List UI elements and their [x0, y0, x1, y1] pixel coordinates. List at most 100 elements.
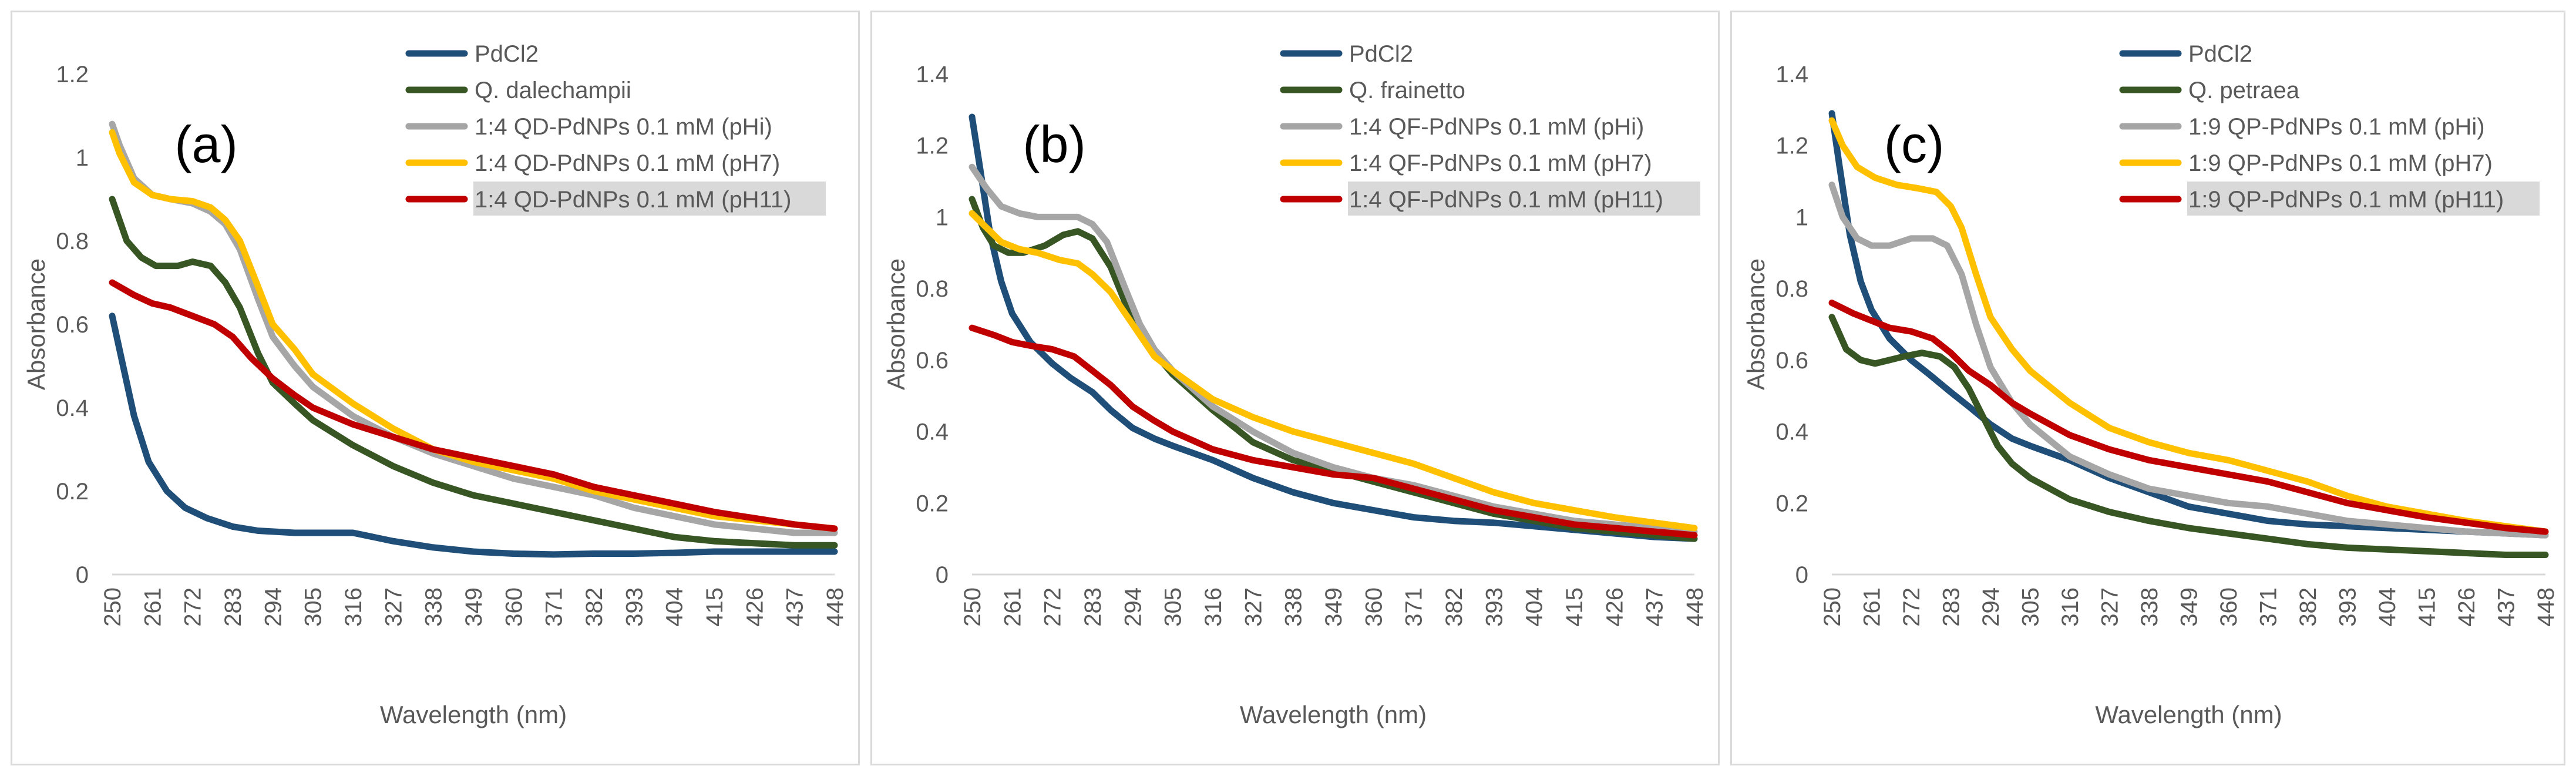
x-tick-label: 404 — [2375, 587, 2400, 627]
y-tick-label: 0.2 — [916, 491, 949, 516]
chart-panel-c: 0 0.2 0.4 0.6 0.8 1 1.2 1.4 250 261 272 283 294 305 31… — [1730, 11, 2565, 765]
x-tick-label: 272 — [180, 587, 206, 627]
x-tick-label: 272 — [1899, 587, 1925, 627]
legend-label: 1:9 QP-PdNPs 0.1 mM (pH7) — [2188, 150, 2493, 176]
x-tick-label: 338 — [421, 587, 447, 627]
legend-label: 1:9 QP-PdNPs 0.1 mM (pHi) — [2188, 114, 2485, 140]
x-tick-label: 349 — [461, 587, 487, 627]
y-tick-label: 0.8 — [916, 276, 949, 302]
x-tick-label: 448 — [1682, 587, 1708, 627]
legend-highlight — [473, 182, 826, 216]
legend-label: 1:4 QF-PdNPs 0.1 mM (pH7) — [1349, 150, 1652, 176]
x-tick-label: 404 — [1522, 587, 1548, 627]
x-tick-label: 327 — [1240, 587, 1266, 627]
x-tick-label: 382 — [581, 587, 607, 627]
x-axis-title: Wavelength (nm) — [2095, 701, 2282, 728]
series-line-5 — [1828, 300, 2549, 535]
x-tick-label: 415 — [702, 587, 728, 627]
x-tick-label: 261 — [1000, 587, 1025, 627]
series-line-2 — [109, 196, 838, 549]
chart-a-svg: 0 0.2 0.4 0.6 0.8 1 1.2 250 261 272 283 294 305 316 32… — [22, 41, 848, 728]
x-tick-label: 371 — [1401, 587, 1427, 627]
x-tick-label: 250 — [1820, 587, 1845, 627]
legend-label: PdCl2 — [2188, 41, 2252, 67]
series-line-2 — [1828, 314, 2549, 558]
x-tick-label: 382 — [1441, 587, 1467, 627]
x-tick-label: 448 — [822, 587, 848, 627]
y-tick-label: 0.4 — [916, 419, 949, 445]
x-tick-label: 426 — [2454, 587, 2480, 627]
y-tick-label: 1 — [936, 204, 949, 230]
y-tick-label: 0.2 — [1775, 491, 1808, 516]
y-tick-label: 0.6 — [916, 348, 949, 374]
legend-label: Q. dalechampii — [475, 78, 631, 103]
x-tick-label: 283 — [220, 587, 246, 627]
x-tick-label: 272 — [1040, 587, 1066, 627]
x-tick-label: 316 — [341, 587, 366, 627]
legend-label: Q. petraea — [2188, 78, 2300, 103]
legend-label: 1:4 QD-PdNPs 0.1 mM (pH11) — [475, 187, 791, 213]
legend-label: PdCl2 — [475, 41, 539, 67]
y-tick-label: 1.2 — [56, 62, 89, 88]
x-tick-label: 393 — [621, 587, 647, 627]
x-tick-label: 360 — [501, 587, 527, 627]
chart-c-svg: 0 0.2 0.4 0.6 0.8 1 1.2 1.4 250 261 272 283 294 305 31… — [1742, 41, 2559, 728]
legend-label: 1:9 QP-PdNPs 0.1 mM (pH11) — [2188, 187, 2504, 213]
y-tick-label: 1 — [76, 145, 89, 171]
x-tick-label: 250 — [960, 587, 986, 627]
y-axis-title: Absorbance — [22, 258, 50, 390]
y-tick-label: 0.6 — [56, 312, 89, 338]
x-tick-label: 371 — [542, 587, 567, 627]
x-tick-label: 393 — [1481, 587, 1507, 627]
x-tick-label: 371 — [2256, 587, 2282, 627]
legend-label: 1:4 QF-PdNPs 0.1 mM (pH11) — [1349, 187, 1663, 213]
y-tick-label: 0.8 — [1775, 276, 1808, 302]
x-tick-label: 404 — [662, 587, 688, 627]
x-tick-label: 349 — [1321, 587, 1347, 627]
x-tick-label: 283 — [1939, 587, 1965, 627]
legend-highlight — [2187, 182, 2540, 216]
series-line-2 — [968, 196, 1698, 542]
x-tick-label: 338 — [1281, 587, 1307, 627]
x-tick-label: 305 — [2018, 587, 2044, 627]
series-line-4 — [1828, 117, 2549, 535]
legend-highlight — [1348, 182, 1700, 216]
x-tick-label: 426 — [1602, 587, 1627, 627]
chart-b-svg: 0 0.2 0.4 0.6 0.8 1 1.2 1.4 250 261 272 283 294 305 31… — [882, 41, 1708, 728]
series-line-5 — [109, 279, 838, 532]
x-tick-label: 305 — [301, 587, 327, 627]
x-tick-label: 382 — [2295, 587, 2321, 627]
x-tick-label: 294 — [260, 587, 286, 627]
x-tick-label: 261 — [1859, 587, 1885, 627]
legend-label: PdCl2 — [1349, 41, 1413, 67]
panel-label: (a) — [174, 115, 238, 173]
y-tick-label: 1 — [1795, 204, 1808, 230]
legend-label: Q. frainetto — [1349, 78, 1465, 103]
series-line-3 — [1828, 182, 2549, 539]
series-line-4 — [968, 210, 1698, 532]
x-tick-label: 294 — [1120, 587, 1146, 627]
y-tick-label: 0 — [936, 562, 949, 588]
series-line-1 — [968, 113, 1698, 542]
y-tick-label: 1.4 — [916, 62, 949, 88]
series-line-5 — [968, 324, 1698, 539]
x-axis-title: Wavelength (nm) — [1240, 701, 1427, 728]
y-tick-label: 0.4 — [56, 395, 89, 421]
y-tick-label: 0.2 — [56, 479, 89, 505]
legend-label: 1:4 QD-PdNPs 0.1 mM (pH7) — [475, 150, 780, 176]
panel-label: (c) — [1884, 115, 1945, 173]
x-tick-label: 305 — [1161, 587, 1186, 627]
x-tick-label: 327 — [2097, 587, 2123, 627]
x-tick-label: 349 — [2177, 587, 2202, 627]
series-line-1 — [1828, 110, 2549, 539]
y-tick-label: 0.4 — [1775, 419, 1808, 445]
x-tick-label: 415 — [2414, 587, 2440, 627]
series-line-1 — [109, 313, 838, 558]
x-tick-label: 283 — [1080, 587, 1106, 627]
legend-label: 1:4 QF-PdNPs 0.1 mM (pHi) — [1349, 114, 1644, 140]
y-axis-title: Absorbance — [882, 258, 910, 390]
y-axis-title: Absorbance — [1742, 258, 1770, 390]
x-tick-label: 250 — [100, 587, 126, 627]
x-tick-label: 448 — [2533, 587, 2559, 627]
x-tick-label: 327 — [381, 587, 406, 627]
